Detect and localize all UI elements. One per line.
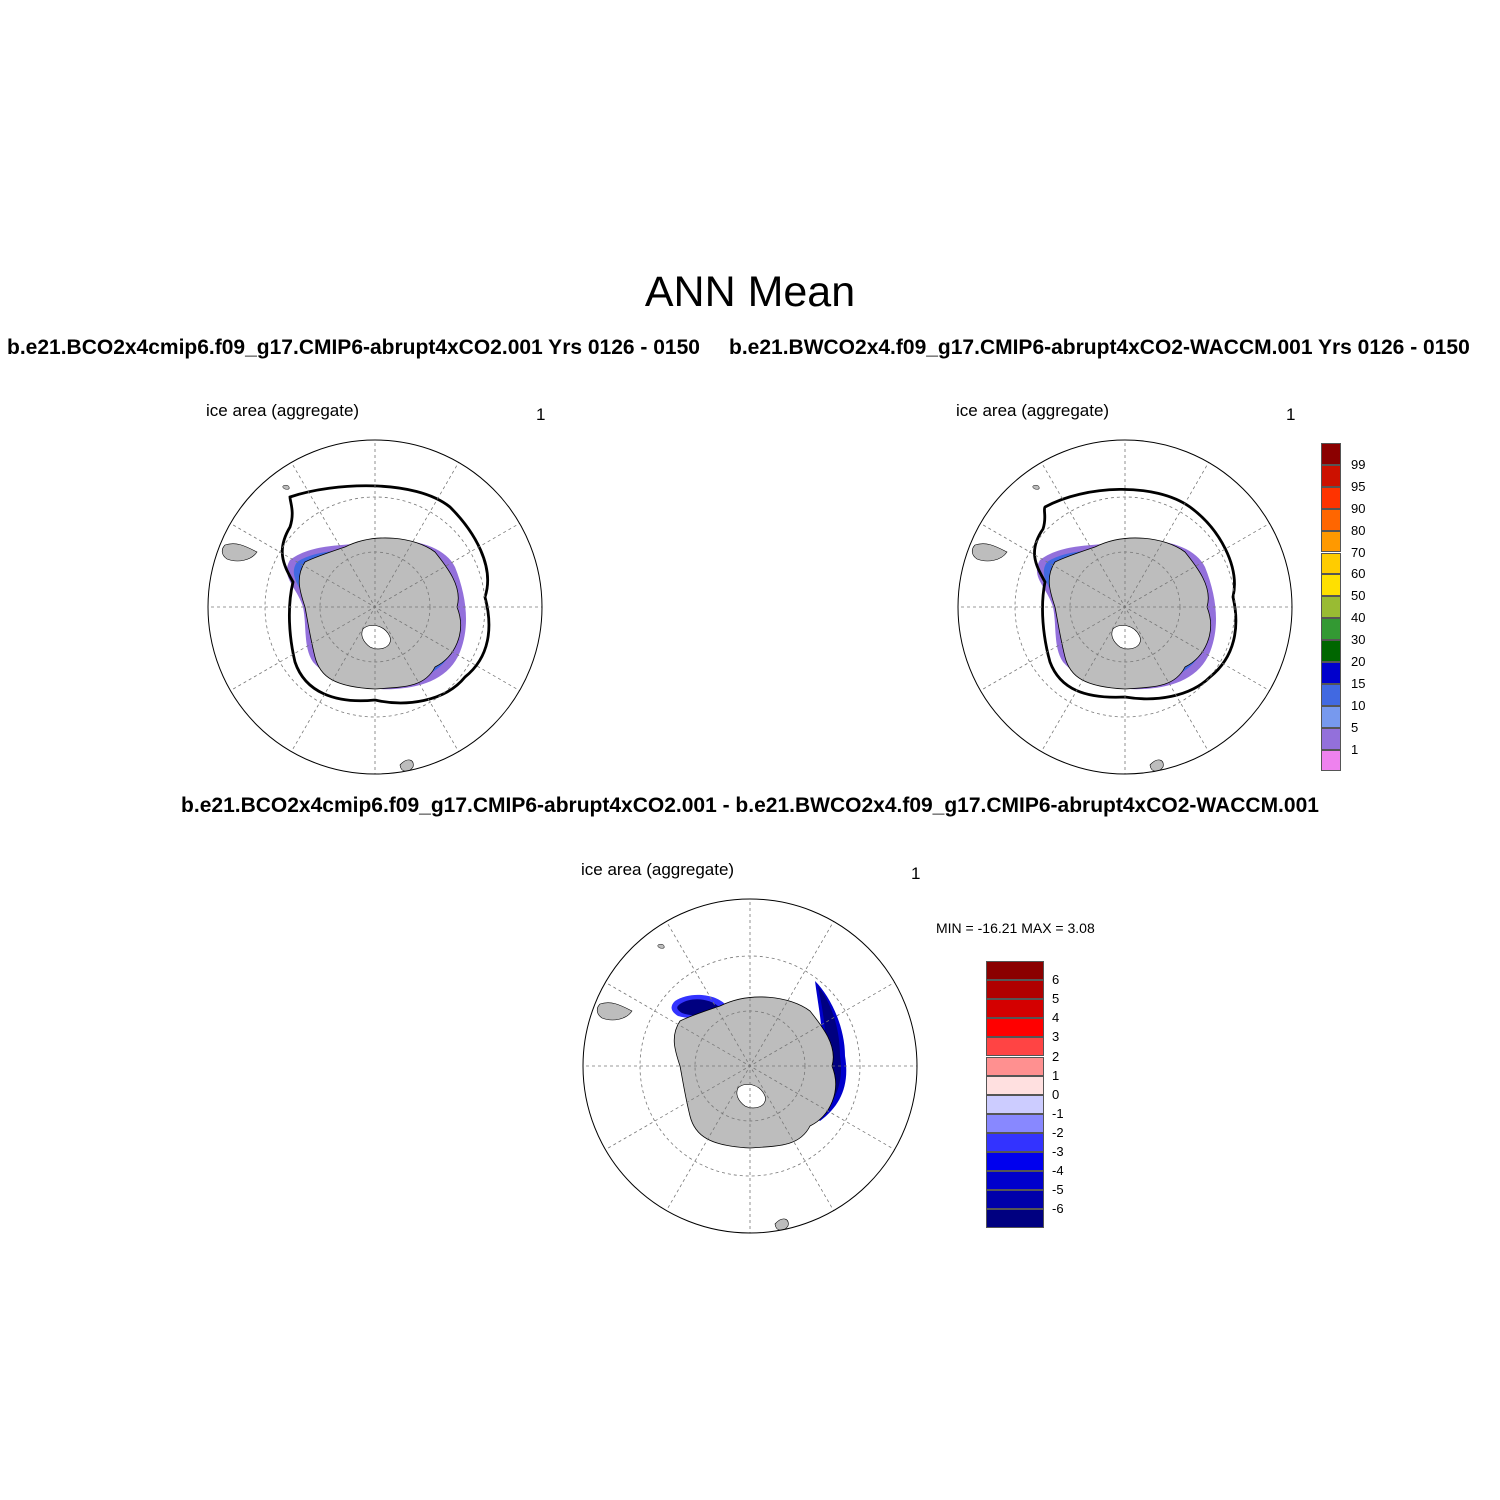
colorbar-difference-swatch	[986, 1075, 1044, 1095]
colorbar-difference-swatch	[986, 1018, 1044, 1038]
colorbar-difference-label: 2	[1052, 1048, 1060, 1064]
panel-heading-difference: b.e21.BCO2x4cmip6.f09_g17.CMIP6-abrupt4x…	[181, 794, 1319, 817]
ice-extent-contour	[280, 484, 491, 705]
colorbar-concentration-label: 40	[1351, 610, 1366, 626]
panel-heading-case1: b.e21.BCO2x4cmip6.f09_g17.CMIP6-abrupt4x…	[7, 336, 700, 359]
colorbar-concentration-swatch	[1321, 705, 1341, 728]
ross-ice-shelf-gap	[736, 1083, 766, 1109]
panel-units-case2: 1	[1286, 405, 1296, 424]
colorbar-difference-label: 3	[1052, 1029, 1060, 1045]
colorbar-concentration-swatch	[1321, 596, 1341, 619]
colorbar-concentration-swatch	[1321, 574, 1341, 597]
colorbar-difference-swatch	[986, 1037, 1044, 1057]
graticule	[958, 440, 1292, 774]
colorbar-concentration-swatch	[1321, 552, 1341, 575]
colorbar-difference-label: 0	[1052, 1086, 1060, 1102]
map-border	[582, 898, 918, 1234]
colorbar-concentration-swatch	[1321, 727, 1341, 750]
colorbar-difference-swatch	[986, 961, 1044, 981]
colorbar-difference-label: -2	[1052, 1124, 1064, 1140]
colorbar-concentration-swatch	[1321, 443, 1341, 465]
new-zealand	[399, 759, 414, 772]
panel-heading-case2: b.e21.BWCO2x4.f09_g17.CMIP6-abrupt4xCO2-…	[729, 336, 1470, 359]
polar-map-difference	[582, 898, 918, 1234]
colorbar-concentration-label: 99	[1351, 456, 1366, 472]
panel-label-case2: ice area (aggregate)	[956, 401, 1110, 420]
south-america-tip	[971, 543, 1008, 562]
colorbar-difference: 6 5 4 3 2 1 0 -1 -2 -3 -4 -5 -6	[986, 961, 1084, 1229]
colorbar-difference-swatch	[986, 1171, 1044, 1191]
south-america-tip	[221, 543, 258, 562]
colorbar-concentration-label: 5	[1351, 719, 1359, 735]
colorbar-concentration-label: 15	[1351, 675, 1366, 691]
colorbar-concentration-swatch	[1321, 662, 1341, 684]
panel-units-difference: 1	[911, 864, 921, 883]
new-zealand	[1149, 759, 1164, 772]
ross-ice-shelf-gap	[1111, 624, 1141, 650]
antarctica-landmass	[1048, 537, 1211, 690]
colorbar-concentration-swatch	[1321, 618, 1341, 641]
graticule	[583, 899, 917, 1233]
colorbar-difference-swatch	[986, 1190, 1044, 1210]
colorbar-concentration-swatch	[1321, 530, 1341, 553]
colorbar-difference-swatch	[986, 1056, 1044, 1076]
south-america-tip	[596, 1002, 633, 1021]
colorbar-difference-label: 6	[1052, 972, 1060, 988]
colorbar-difference-label: -1	[1052, 1105, 1064, 1121]
colorbar-difference-label: -3	[1052, 1144, 1064, 1159]
island	[1032, 484, 1040, 490]
colorbar-difference-label: -5	[1052, 1182, 1064, 1198]
colorbar-concentration-swatch	[1321, 683, 1341, 706]
colorbar-concentration-swatch	[1321, 749, 1341, 772]
map-border	[957, 439, 1293, 775]
colorbar-concentration-label: 60	[1351, 566, 1366, 582]
colorbar-concentration-label: 50	[1351, 588, 1366, 604]
ice-extent-contour	[1033, 487, 1238, 701]
colorbar-difference-label: 1	[1052, 1067, 1060, 1083]
ross-ice-shelf-gap	[361, 624, 391, 650]
panel-label-case1: ice area (aggregate)	[206, 401, 360, 420]
colorbar-difference-label: 5	[1052, 991, 1060, 1007]
minmax-label: MIN = -16.21 MAX = 3.08	[936, 920, 1095, 936]
colorbar-difference-swatch	[986, 1152, 1044, 1172]
panel-label-difference: ice area (aggregate)	[581, 860, 735, 879]
colorbar-concentration-label: 90	[1351, 500, 1366, 516]
colorbar-concentration-swatch	[1321, 486, 1341, 509]
colorbar-concentration-label: 10	[1351, 697, 1366, 713]
colorbar-concentration-swatch	[1321, 640, 1341, 662]
colorbar-difference-swatch	[986, 1113, 1044, 1133]
island	[657, 943, 665, 949]
colorbar-difference-label: 4	[1052, 1010, 1060, 1026]
colorbar-difference-swatch	[986, 1209, 1044, 1229]
colorbar-concentration-swatch	[1321, 508, 1341, 531]
antarctica-landmass	[673, 996, 836, 1149]
antarctica-landmass	[298, 537, 461, 690]
colorbar-difference-swatch	[986, 1132, 1044, 1152]
colorbar-concentration-swatch	[1321, 464, 1341, 487]
colorbar-concentration-label: 70	[1351, 544, 1366, 560]
colorbar-difference-swatch	[986, 1094, 1044, 1114]
polar-map-case2	[957, 439, 1293, 775]
colorbar-difference-swatch	[986, 999, 1044, 1019]
graticule	[208, 440, 542, 774]
colorbar-concentration-label: 20	[1351, 654, 1366, 669]
colorbar-concentration-label: 95	[1351, 478, 1366, 494]
panel-units-case1: 1	[536, 405, 546, 424]
colorbar-concentration-label: 80	[1351, 522, 1366, 538]
new-zealand	[774, 1218, 789, 1231]
figure-title: ANN Mean	[644, 268, 856, 316]
colorbar-difference-label: -4	[1052, 1163, 1064, 1179]
colorbar-concentration: 99 95 90 80 70 60 50 40 30 20 15 10 5 1	[1321, 443, 1381, 772]
colorbar-difference-label: -6	[1052, 1201, 1064, 1217]
island	[282, 484, 290, 490]
colorbar-concentration-label: 30	[1351, 632, 1366, 648]
colorbar-difference-swatch	[986, 980, 1044, 1000]
map-border	[207, 439, 543, 775]
colorbar-concentration-label: 1	[1351, 741, 1359, 757]
polar-map-case1	[207, 439, 543, 775]
